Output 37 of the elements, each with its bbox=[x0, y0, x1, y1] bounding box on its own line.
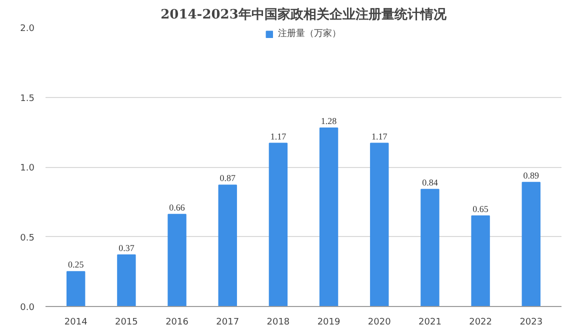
data-label: 0.25 bbox=[68, 260, 84, 270]
x-tick-label: 2022 bbox=[469, 318, 492, 327]
x-tick-label: 2015 bbox=[114, 318, 138, 327]
x-tick-label: 2016 bbox=[166, 318, 189, 327]
data-label: 0.37 bbox=[118, 242, 135, 253]
bar bbox=[370, 142, 389, 306]
data-label: 0.89 bbox=[523, 170, 540, 180]
y-tick-label: 0.5 bbox=[20, 233, 35, 244]
data-label: 1.17 bbox=[270, 131, 287, 142]
data-label: 1.28 bbox=[320, 116, 338, 126]
bar bbox=[117, 254, 136, 306]
bar bbox=[522, 182, 540, 306]
data-label: 0.87 bbox=[220, 173, 236, 184]
x-tick-label: 2020 bbox=[368, 318, 392, 327]
bar bbox=[471, 215, 490, 306]
chart-title: 2014-2023年中国家政相关企业注册量统计情况 bbox=[160, 6, 448, 22]
data-label: 0.66 bbox=[169, 202, 186, 212]
bar bbox=[66, 271, 86, 306]
data-label: 0.65 bbox=[472, 204, 489, 214]
x-tick-label: 2023 bbox=[520, 318, 543, 327]
bar bbox=[168, 214, 186, 306]
x-tick-label: 2021 bbox=[418, 318, 442, 327]
y-tick-label: 0.0 bbox=[20, 303, 35, 313]
bar bbox=[319, 127, 338, 306]
x-tick-label: 2019 bbox=[317, 318, 341, 327]
data-label: 1.17 bbox=[372, 131, 388, 142]
x-tick-label: 2018 bbox=[266, 318, 290, 327]
x-tick-label: 2014 bbox=[64, 318, 88, 327]
y-tick-label: 1.0 bbox=[20, 164, 35, 174]
y-tick-label: 2.0 bbox=[20, 24, 35, 34]
bar bbox=[218, 184, 237, 306]
bar bbox=[420, 188, 440, 306]
data-label: 0.84 bbox=[422, 177, 438, 188]
x-tick-label: 2017 bbox=[216, 318, 240, 327]
y-tick-label: 1.5 bbox=[20, 94, 35, 104]
bar bbox=[268, 142, 288, 306]
legend-label: 注册量（万家） bbox=[278, 28, 341, 40]
